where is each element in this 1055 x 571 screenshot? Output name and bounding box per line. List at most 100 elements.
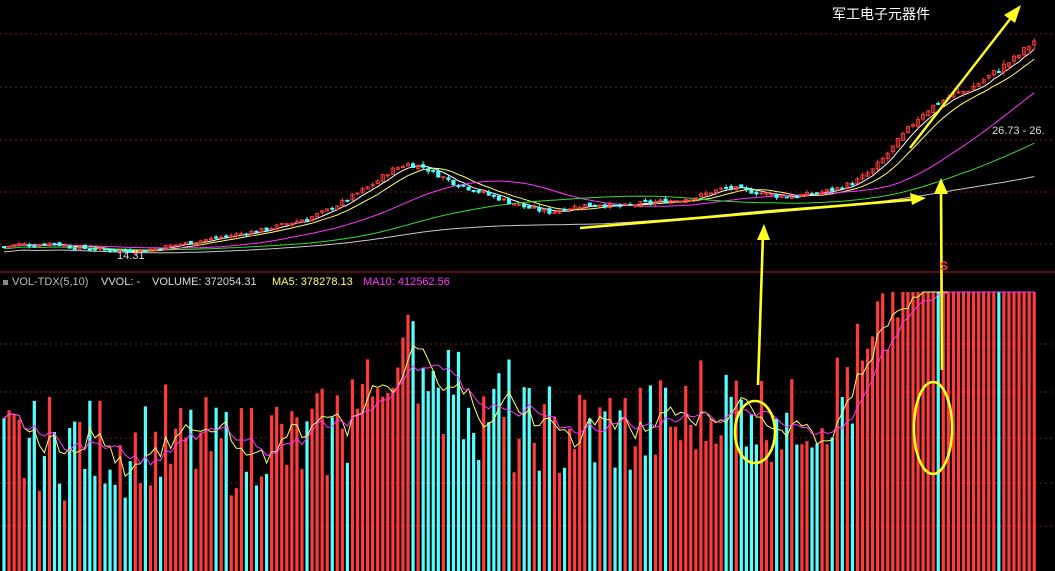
volume-bar-up <box>860 360 865 571</box>
candle-down <box>244 233 249 236</box>
candle-down <box>587 202 592 207</box>
volume-bar-down <box>189 409 193 571</box>
candle-up <box>320 210 325 213</box>
candle-up <box>163 245 168 251</box>
candle-up <box>173 244 178 247</box>
volume-bar-up <box>704 440 708 571</box>
volume-bar-down <box>527 388 531 571</box>
candle-down <box>461 184 466 187</box>
candle-down <box>506 198 512 205</box>
candle-up <box>148 248 153 251</box>
candle-up <box>931 104 936 114</box>
candle-down <box>304 219 310 221</box>
volume-bar-up <box>714 443 718 571</box>
candle-down <box>57 242 62 246</box>
candle-up <box>118 250 123 253</box>
volume-bar-up <box>340 428 344 571</box>
candle-up <box>17 243 22 247</box>
volume-bar-down <box>724 374 728 571</box>
candle-down <box>264 227 269 231</box>
volume-bar-up <box>239 408 243 571</box>
volume-bars <box>2 291 1036 571</box>
volume-bar-down <box>840 397 844 571</box>
candle-up <box>708 192 714 195</box>
volume-bar-down <box>461 439 466 571</box>
candle-up <box>198 240 204 244</box>
volume-bar-up <box>780 449 784 571</box>
candle-down <box>486 191 491 196</box>
volume-bar-up <box>360 383 365 571</box>
candle-up <box>62 244 67 247</box>
candle-up <box>870 168 875 174</box>
candle-up <box>678 200 683 203</box>
signal-marker: S <box>940 259 948 273</box>
candle-up <box>921 114 926 120</box>
candle-up <box>234 233 239 237</box>
volume-bar-up <box>184 437 188 571</box>
candle-up <box>340 200 345 207</box>
support-trend-arrowhead <box>910 193 926 205</box>
volume-bar-down <box>795 444 799 571</box>
candle-down <box>537 207 542 212</box>
candle-up <box>405 163 411 167</box>
volume-bar-down <box>663 387 668 571</box>
volume-bar-up <box>896 317 900 571</box>
candle-up <box>274 224 279 230</box>
candle-up <box>658 199 663 202</box>
candle-down <box>87 248 92 251</box>
candle-up <box>835 187 840 190</box>
candle-up <box>779 195 784 198</box>
candle-up <box>966 90 971 93</box>
candle-up <box>365 186 370 190</box>
annotations <box>579 5 1021 476</box>
volume-bar-up <box>901 292 905 571</box>
volume-bar-up <box>583 399 587 571</box>
candle-down <box>840 187 845 190</box>
candle-down <box>421 164 426 168</box>
candle-up <box>1032 40 1037 46</box>
candle-down <box>188 241 193 245</box>
volume-bar-up <box>598 407 602 571</box>
candle-down <box>602 204 607 208</box>
volume-bar-up <box>270 415 274 571</box>
volume-bar-down <box>830 437 834 571</box>
candle-down <box>113 249 118 253</box>
volume-bar-up <box>512 472 516 571</box>
volume-bar-up <box>118 445 122 571</box>
volume-bar-down <box>729 396 733 571</box>
volume-bar-up <box>578 395 582 571</box>
candle-down <box>224 235 229 238</box>
volume-bar-down <box>345 462 349 571</box>
volume-arrow-1-head <box>757 224 770 240</box>
candle-up <box>597 204 602 207</box>
low-price-label: 14.31 <box>117 250 145 262</box>
volume-bar-up <box>568 428 572 571</box>
candle-down <box>648 200 653 204</box>
volume-bar-up <box>557 472 562 571</box>
volume-bar-down <box>158 476 163 571</box>
volume-bar-up <box>386 392 390 571</box>
volume-bar-down <box>603 411 607 571</box>
volume-bar-down <box>42 456 46 571</box>
candle-down <box>496 195 501 201</box>
volume-bar-up <box>315 393 319 571</box>
volume-bar-up <box>941 292 945 571</box>
candle-down <box>471 189 476 192</box>
volume-bar-down <box>850 423 854 571</box>
candle-down <box>158 248 163 251</box>
candle-up <box>22 243 27 246</box>
candle-up <box>703 192 708 196</box>
candle-down <box>426 168 431 172</box>
candle-up <box>168 244 173 248</box>
volume-bar-down <box>775 418 779 571</box>
candle-down <box>739 184 744 188</box>
volume-arrow-2 <box>939 187 944 371</box>
volume-bar-up <box>416 403 420 571</box>
volume-bar-down <box>214 407 218 571</box>
volume-bar-down <box>562 467 567 571</box>
ma60-line <box>3 142 1035 251</box>
ma5-value-label: MA5: 378278.13 <box>272 276 353 288</box>
volume-bar-down <box>52 432 57 571</box>
candle-up <box>910 124 916 127</box>
